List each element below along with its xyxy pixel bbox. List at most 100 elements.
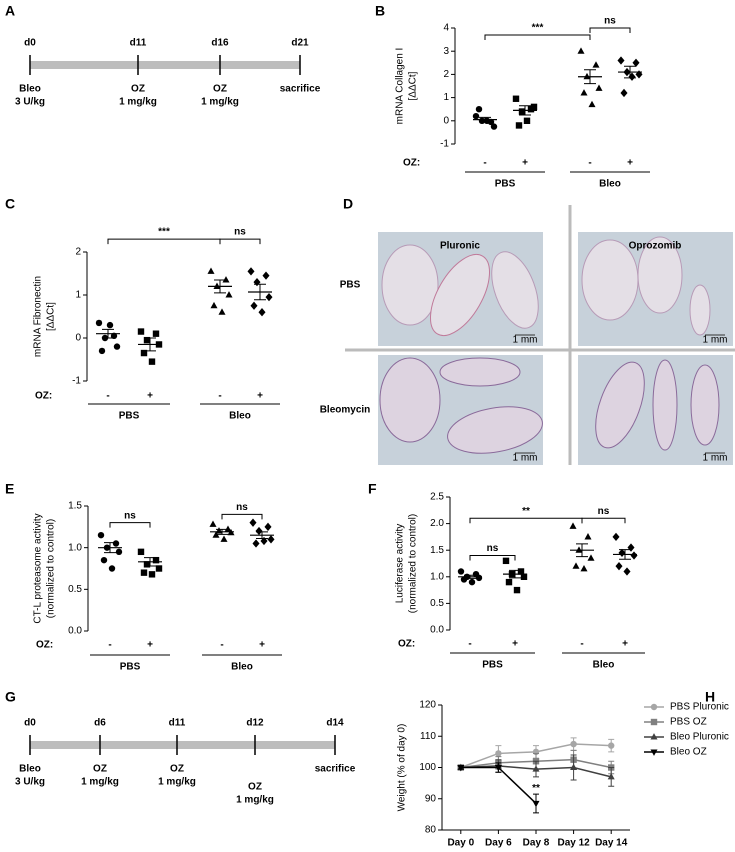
data-point bbox=[623, 567, 631, 576]
panel-label: A bbox=[5, 3, 15, 19]
significance-bracket bbox=[107, 238, 221, 245]
legend-label: Bleo Pluronic bbox=[670, 732, 729, 743]
y-tick-label: 0 bbox=[443, 115, 449, 126]
y-tick-label: 1.0 bbox=[430, 571, 444, 582]
x-tick-label: + bbox=[627, 158, 633, 169]
x-tick-label: - bbox=[220, 640, 223, 651]
y-tick-label: 0 bbox=[75, 333, 81, 344]
data-point bbox=[113, 343, 121, 350]
day-label: d6 bbox=[94, 718, 106, 729]
data-point bbox=[630, 551, 638, 560]
data-point bbox=[457, 764, 465, 772]
data-point bbox=[505, 578, 513, 586]
data-point bbox=[490, 123, 498, 130]
panel-label: B bbox=[375, 3, 385, 19]
data-point bbox=[530, 103, 538, 111]
x-tick-label: + bbox=[259, 640, 265, 651]
panel-label: F bbox=[368, 481, 377, 497]
data-point bbox=[218, 308, 226, 315]
group-label: PBS bbox=[482, 660, 503, 671]
error-bar bbox=[584, 69, 596, 85]
y-tick-label: 4 bbox=[443, 23, 449, 34]
x-tick-label: - bbox=[483, 158, 486, 169]
data-point bbox=[148, 358, 156, 365]
data-point bbox=[595, 84, 603, 91]
y-tick-label: 2.5 bbox=[430, 492, 444, 503]
error-bar bbox=[519, 105, 531, 116]
significance-bracket bbox=[109, 522, 151, 528]
y-axis-label: [ΔΔCt] bbox=[408, 71, 419, 100]
error-bar bbox=[256, 531, 268, 539]
significance-bracket bbox=[219, 238, 261, 245]
x-tick-label: + bbox=[622, 639, 628, 650]
y-tick-label: 2.0 bbox=[430, 518, 444, 529]
tissue bbox=[491, 251, 539, 329]
x-tick-label: - bbox=[580, 639, 583, 650]
data-point bbox=[617, 56, 625, 65]
day-label: d12 bbox=[246, 718, 264, 729]
legend-label: PBS OZ bbox=[670, 717, 707, 728]
data-point bbox=[457, 568, 465, 575]
y-axis-label: Luciferase activity bbox=[395, 524, 406, 603]
error-bar bbox=[214, 279, 226, 294]
data-point bbox=[569, 522, 577, 529]
event-label: Bleo bbox=[19, 764, 41, 775]
x-tick-label: Day 0 bbox=[447, 838, 474, 849]
y-tick-label: 1.5 bbox=[430, 545, 444, 556]
data-point bbox=[607, 773, 615, 780]
series-line bbox=[460, 766, 537, 804]
x-tick-label: Day 12 bbox=[557, 838, 590, 849]
tissue bbox=[439, 357, 521, 387]
y-tick-label: 3 bbox=[443, 46, 449, 57]
x-tick-label: + bbox=[147, 640, 153, 651]
legend-marker bbox=[650, 703, 658, 711]
event-label: 1 mg/kg bbox=[236, 795, 274, 806]
y-tick-label: 2 bbox=[75, 247, 81, 258]
error-bar bbox=[144, 337, 156, 352]
tissue bbox=[637, 236, 683, 314]
data-point bbox=[523, 117, 531, 124]
panel-label: E bbox=[5, 481, 14, 497]
significance-label: ** bbox=[532, 783, 540, 794]
data-point bbox=[250, 301, 258, 310]
data-point bbox=[588, 100, 596, 108]
data-point bbox=[252, 539, 260, 548]
error-bar bbox=[464, 574, 476, 579]
data-point bbox=[213, 282, 221, 289]
data-point bbox=[106, 321, 114, 329]
error-bar bbox=[479, 116, 491, 123]
timeline-bar bbox=[30, 741, 335, 749]
group-label: Bleo bbox=[231, 662, 253, 673]
data-point bbox=[95, 319, 103, 327]
column-label: Pluronic bbox=[440, 241, 480, 252]
y-tick-label: 0.0 bbox=[68, 626, 82, 637]
y-tick-label: 0.0 bbox=[430, 625, 444, 636]
y-axis-label: mRNA Fibronectin bbox=[33, 276, 44, 357]
tissue bbox=[595, 361, 645, 449]
data-point bbox=[494, 764, 502, 772]
significance-bracket bbox=[469, 517, 583, 524]
data-point bbox=[108, 565, 116, 572]
data-point bbox=[265, 292, 273, 302]
scale-label: 1 mm bbox=[703, 335, 728, 346]
error-bar bbox=[576, 543, 588, 558]
y-axis-label: (normalized to control) bbox=[46, 519, 57, 618]
data-point bbox=[98, 347, 106, 355]
event-label: Bleo bbox=[19, 84, 41, 95]
data-point bbox=[632, 58, 640, 67]
panel-label: H bbox=[705, 689, 715, 705]
column-label: Oprozomib bbox=[629, 241, 682, 252]
event-label: 1 mg/kg bbox=[81, 777, 119, 788]
data-point bbox=[258, 308, 266, 317]
data-point bbox=[587, 554, 595, 561]
group-label: Bleo bbox=[593, 660, 615, 671]
group-label: PBS bbox=[119, 411, 140, 422]
row-label: PBS bbox=[340, 280, 361, 291]
x-tick-label: + bbox=[522, 158, 528, 169]
scale-label: 1 mm bbox=[513, 453, 538, 464]
group-label: PBS bbox=[120, 662, 141, 673]
tissue bbox=[379, 357, 441, 443]
factor-label: OZ: bbox=[398, 639, 415, 650]
error-bar bbox=[216, 528, 228, 535]
